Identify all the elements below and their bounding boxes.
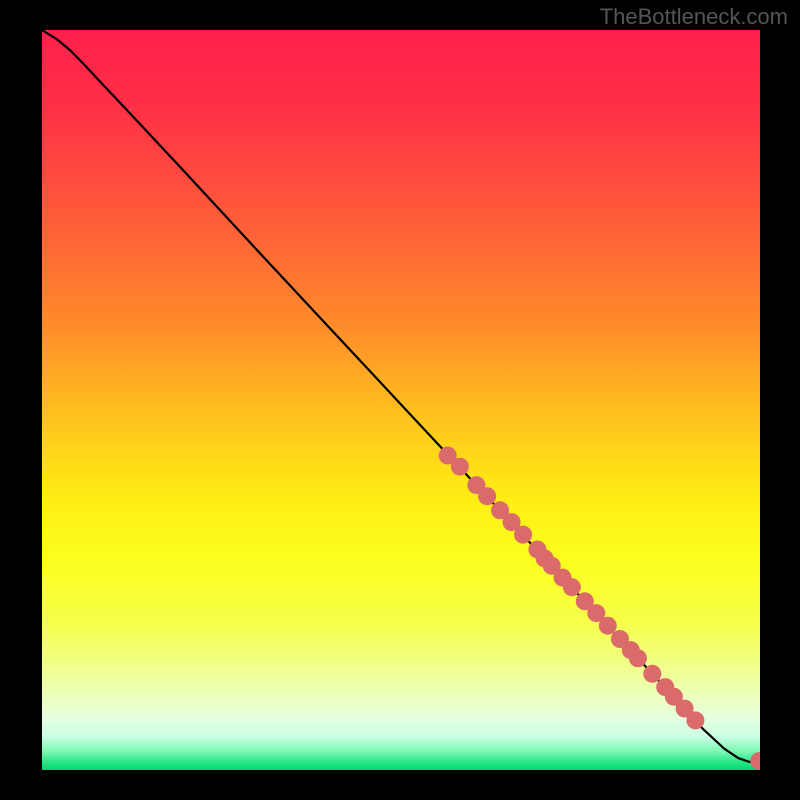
watermark-text: TheBottleneck.com bbox=[600, 4, 788, 30]
plot-panel bbox=[42, 30, 760, 770]
data-marker bbox=[451, 458, 469, 476]
data-marker bbox=[514, 526, 532, 544]
data-marker bbox=[686, 711, 704, 729]
data-marker bbox=[563, 578, 581, 596]
data-marker bbox=[478, 487, 496, 505]
data-marker bbox=[643, 665, 661, 683]
gradient-chart-svg bbox=[42, 30, 760, 770]
figure-root: TheBottleneck.com bbox=[0, 0, 800, 800]
data-marker bbox=[599, 617, 617, 635]
data-marker bbox=[629, 649, 647, 667]
gradient-background bbox=[42, 30, 760, 770]
